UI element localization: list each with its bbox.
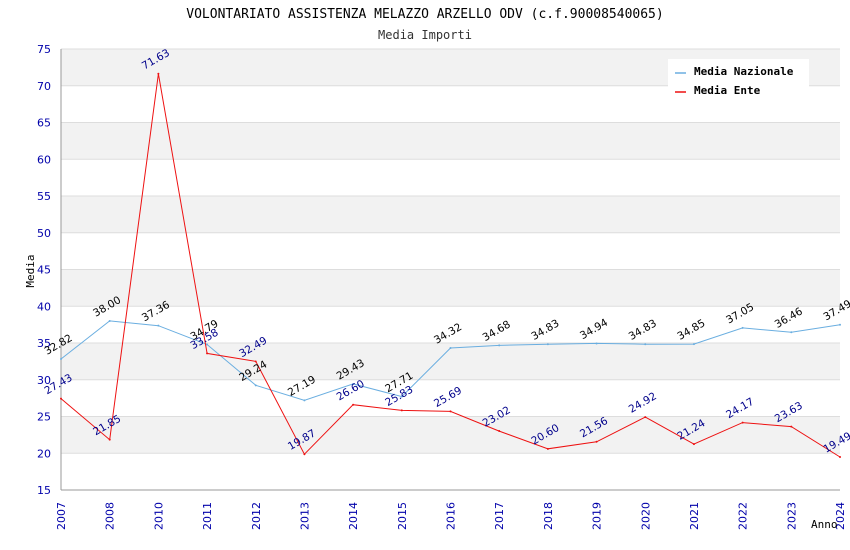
y-tick-label: 65	[37, 117, 51, 130]
data-point	[254, 384, 257, 387]
chart-subtitle: Media Importi	[378, 28, 472, 42]
data-point	[644, 416, 647, 419]
x-tick-label: 2011	[201, 502, 214, 530]
y-tick-label: 25	[37, 411, 51, 424]
grid-band	[61, 269, 840, 307]
data-point	[644, 343, 647, 346]
data-point	[839, 455, 841, 458]
data-point	[692, 343, 695, 346]
y-tick-label: 60	[37, 153, 51, 166]
data-point	[206, 343, 209, 346]
data-point	[400, 395, 403, 398]
legend: Media Nazionale Media Ente	[668, 59, 809, 107]
data-point	[790, 425, 793, 428]
chart-title: VOLONTARIATO ASSISTENZA MELAZZO ARZELLO …	[186, 7, 663, 22]
y-tick-label: 35	[37, 337, 51, 350]
grid-band	[61, 196, 840, 233]
data-point	[352, 382, 355, 385]
legend-label-ente: Media Ente	[694, 84, 761, 97]
data-point	[303, 399, 306, 402]
data-point	[498, 430, 501, 433]
y-tick-label: 75	[37, 43, 51, 56]
data-point	[449, 346, 452, 349]
x-tick-label: 2016	[445, 502, 458, 530]
legend-box	[668, 59, 809, 107]
x-tick-label: 2014	[347, 502, 360, 530]
data-point	[108, 319, 111, 322]
y-tick-label: 40	[37, 300, 51, 313]
grid-band	[61, 343, 840, 380]
grid-band	[61, 159, 840, 196]
x-tick-label: 2020	[639, 502, 652, 530]
x-tick-label: 2023	[785, 502, 798, 530]
y-axis-ticks: 15 20 25 30 35 40 45 50 55 60 65 70 75	[37, 43, 51, 497]
data-point	[60, 358, 62, 361]
data-point	[692, 443, 695, 446]
x-tick-label: 2013	[298, 502, 311, 530]
x-tick-label: 2007	[55, 502, 68, 530]
data-point	[400, 409, 403, 412]
x-axis-label: Anno	[811, 518, 838, 531]
data-point	[595, 440, 598, 443]
x-tick-label: 2012	[250, 502, 263, 530]
data-point	[449, 410, 452, 413]
grid-band	[61, 379, 840, 417]
data-point	[206, 352, 209, 355]
x-tick-label: 2024	[834, 502, 847, 530]
y-axis-label: Media	[24, 254, 37, 287]
data-point	[352, 403, 355, 406]
data-point	[303, 453, 306, 456]
data-point	[741, 326, 744, 329]
data-point	[60, 397, 62, 400]
y-tick-label: 50	[37, 227, 51, 240]
grid-band	[61, 122, 840, 160]
grid-band	[61, 416, 840, 454]
x-tick-label: 2010	[152, 502, 165, 530]
data-point	[839, 323, 841, 326]
data-point	[157, 72, 160, 75]
x-tick-label: 2017	[493, 502, 506, 530]
y-tick-label: 20	[37, 447, 51, 460]
data-point	[595, 342, 598, 345]
data-point	[254, 360, 257, 363]
data-point	[790, 331, 793, 334]
y-tick-label: 30	[37, 374, 51, 387]
x-tick-label: 2019	[591, 502, 604, 530]
grid-band	[61, 306, 840, 343]
legend-label-naz: Media Nazionale	[694, 65, 794, 78]
x-tick-label: 2022	[737, 502, 750, 530]
x-tick-label: 2015	[396, 502, 409, 530]
data-point	[546, 447, 549, 450]
plot-background	[61, 49, 840, 490]
data-point	[108, 438, 111, 441]
x-tick-label: 2018	[542, 502, 555, 530]
y-tick-label: 55	[37, 190, 51, 203]
data-point	[157, 324, 160, 327]
data-point	[498, 344, 501, 347]
series-lines	[60, 72, 841, 458]
grid-band	[61, 232, 840, 270]
data-point	[741, 421, 744, 424]
x-axis-ticks: 2007 2008 2010 2011 2012 2013 2014 2015 2016 2017…	[55, 502, 847, 530]
x-tick-label: 2021	[688, 502, 701, 530]
y-tick-label: 15	[37, 484, 51, 497]
grid-band	[61, 453, 840, 490]
data-point	[546, 343, 549, 346]
x-tick-label: 2008	[104, 502, 117, 530]
y-tick-label: 70	[37, 80, 51, 93]
y-tick-label: 45	[37, 264, 51, 277]
